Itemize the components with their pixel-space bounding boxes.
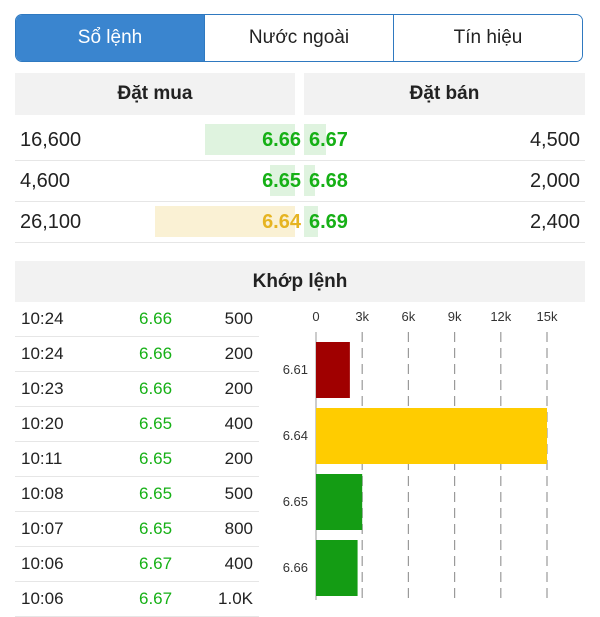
matched-orders-header: Khớp lệnh	[15, 261, 585, 302]
sell-volume: 4,500	[529, 129, 580, 151]
buy-price[interactable]: 6.66	[262, 129, 301, 151]
sell-price[interactable]: 6.68	[309, 170, 348, 192]
trade-price: 6.66	[139, 344, 173, 363]
trade-time: 10:07	[21, 519, 64, 538]
trade-volume: 500	[224, 309, 253, 328]
trade-time: 10:06	[21, 589, 64, 608]
sell-volume-bar	[304, 124, 326, 155]
sell-volume: 2,400	[529, 211, 580, 233]
price-volume-bar	[316, 408, 547, 464]
sell-price[interactable]: 6.69	[309, 211, 348, 233]
sell-orders-header: Đặt bán	[304, 73, 585, 115]
trade-row: 10:07 6.65 800	[15, 512, 259, 547]
trade-time: 10:23	[21, 379, 64, 398]
x-tick-label: 15k	[537, 309, 558, 324]
trade-volume: 500	[224, 484, 253, 503]
trade-row: 10:23 6.66 200	[15, 372, 259, 407]
price-volume-bar	[316, 342, 350, 398]
trade-time: 10:08	[21, 484, 64, 503]
trade-time: 10:24	[21, 344, 64, 363]
trade-time: 10:11	[21, 449, 63, 468]
trade-volume: 800	[224, 519, 253, 538]
volume-by-price-chart: 0 3k 6k 9k 12k 15k 6.61 6.64 6.65 6.66	[283, 309, 558, 600]
trade-price: 6.65	[139, 484, 173, 503]
trade-volume: 1.0K	[218, 589, 253, 608]
price-volume-bar	[316, 540, 358, 596]
buy-volume-bar	[205, 124, 295, 155]
buy-volume: 16,600	[20, 129, 82, 151]
buy-price[interactable]: 6.64	[262, 211, 301, 233]
trade-price: 6.65	[139, 519, 173, 538]
buy-volume: 4,600	[20, 170, 71, 192]
x-tick-label: 9k	[448, 309, 462, 324]
y-category-label: 6.61	[283, 362, 308, 377]
order-book-row: 4,600 6.65 6.68 2,000	[15, 161, 585, 202]
trade-volume: 200	[224, 344, 253, 363]
trade-row: 10:06 6.67 400	[15, 547, 259, 582]
x-tick-label: 0	[312, 309, 319, 324]
trade-time: 10:20	[21, 414, 64, 433]
order-book-row: 26,100 6.64 6.69 2,400	[15, 202, 585, 243]
buy-price[interactable]: 6.65	[262, 170, 301, 192]
buy-orders-header: Đặt mua	[15, 73, 295, 115]
buy-volume: 26,100	[20, 211, 82, 233]
tab-bar: Sổ lệnh Nước ngoài Tín hiệu	[15, 14, 583, 62]
trade-time: 10:24	[21, 309, 64, 328]
sell-volume-bar	[304, 165, 315, 196]
trade-price: 6.65	[139, 449, 173, 468]
buy-volume-bar	[155, 206, 295, 237]
x-tick-label: 12k	[490, 309, 511, 324]
order-book-row: 16,600 6.66 6.67 4,500	[15, 120, 585, 161]
trade-row: 10:08 6.65 500	[15, 477, 259, 512]
trade-row: 10:11 6.65 200	[15, 442, 259, 477]
trade-price: 6.67	[139, 554, 173, 573]
price-volume-bar	[316, 474, 363, 530]
trade-price: 6.65	[139, 414, 173, 433]
x-tick-label: 6k	[402, 309, 416, 324]
trades-list: 10:24 6.66 500 10:24 6.66 200 10:23 6.66 200 10:2…	[15, 302, 259, 617]
y-category-label: 6.66	[283, 560, 308, 575]
trade-volume: 200	[224, 449, 253, 468]
tab-signals[interactable]: Tín hiệu	[393, 15, 582, 61]
trade-price: 6.67	[139, 589, 173, 608]
trade-volume: 200	[224, 379, 253, 398]
y-category-label: 6.64	[283, 428, 308, 443]
sell-volume: 2,000	[529, 170, 580, 192]
trade-volume: 400	[224, 554, 253, 573]
trade-row: 10:20 6.65 400	[15, 407, 259, 442]
trade-price: 6.66	[139, 309, 173, 328]
trade-row: 10:24 6.66 500	[15, 302, 259, 337]
x-tick-label: 3k	[355, 309, 369, 324]
sell-price[interactable]: 6.67	[309, 129, 348, 151]
y-category-label: 6.65	[283, 494, 308, 509]
tab-order-book[interactable]: Sổ lệnh	[16, 15, 204, 61]
tab-foreign[interactable]: Nước ngoài	[204, 15, 393, 61]
sell-volume-bar	[304, 206, 318, 237]
trade-time: 10:06	[21, 554, 64, 573]
trade-volume: 400	[224, 414, 253, 433]
trade-row: 10:24 6.66 200	[15, 337, 259, 372]
buy-volume-bar	[270, 165, 295, 196]
trade-price: 6.66	[139, 379, 173, 398]
